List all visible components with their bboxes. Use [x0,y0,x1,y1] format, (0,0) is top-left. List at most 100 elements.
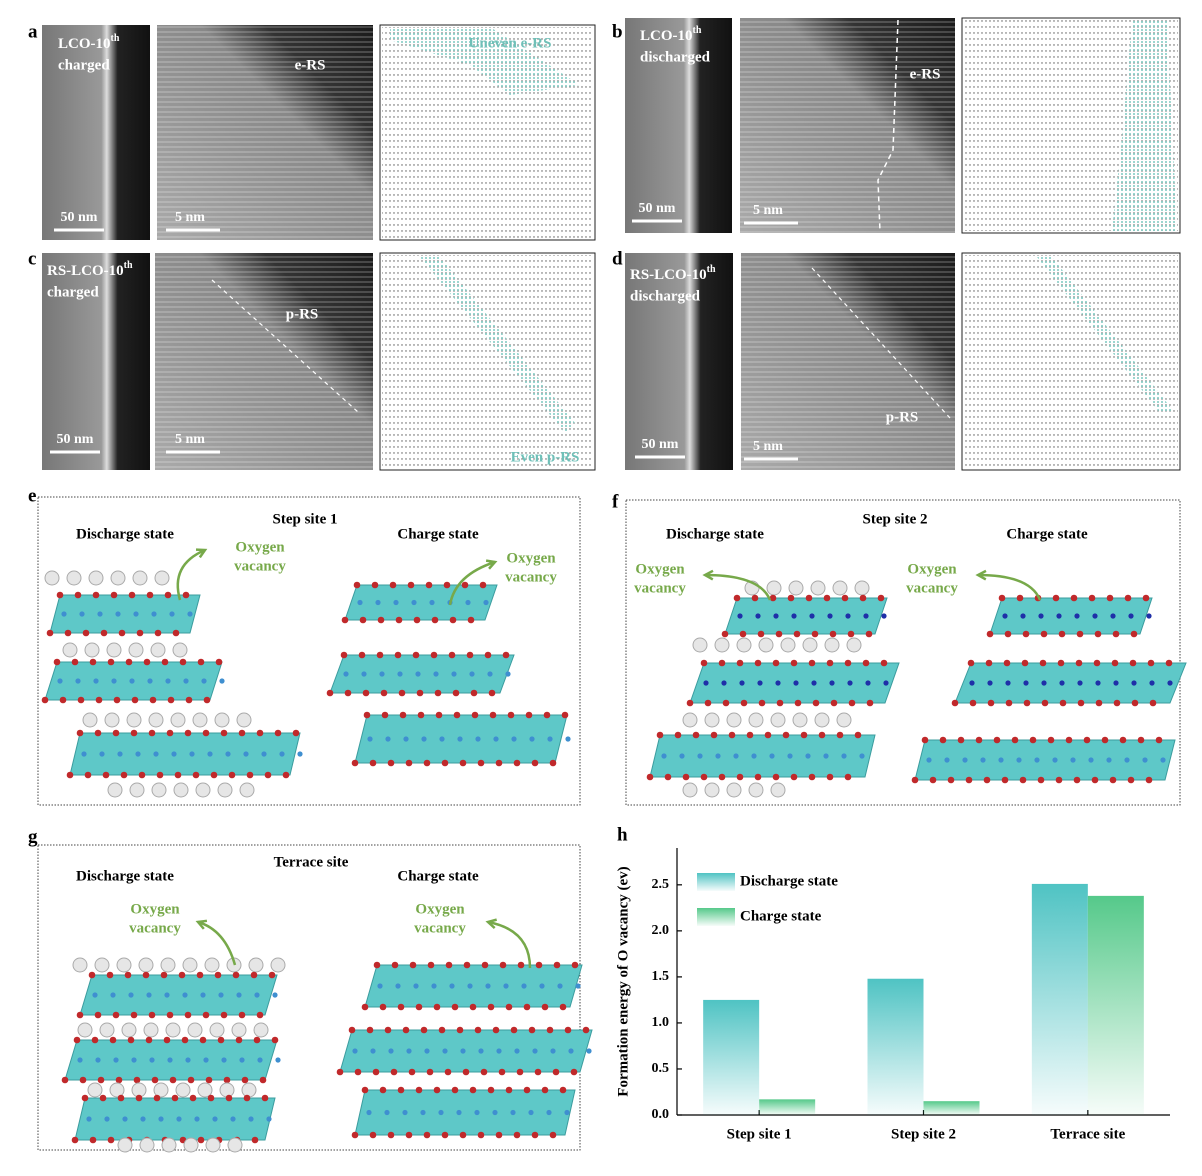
oxygen-atom [823,594,831,602]
cobalt-atom [411,599,417,606]
oxygen-atom [969,699,977,707]
oxygen-atom [91,1036,99,1044]
oxygen-atom [351,759,359,767]
cobalt-atom [739,680,745,686]
sample-state: discharged [630,288,701,304]
phase-label: p-RS [286,306,319,322]
vacancy-label: Oxygen [235,539,285,555]
cobalt-atom [1020,613,1026,619]
oxygen-atom [1088,594,1096,602]
lithium-atom [94,957,110,973]
oxygen-atom [561,711,569,719]
lithium-atom [148,712,164,728]
cobalt-atom [451,671,457,677]
cobalt-atom [149,1057,155,1063]
lithium-atom [682,782,698,798]
cobalt-atom [429,599,435,606]
cobalt-atom [586,1048,592,1054]
lithium-atom [110,570,126,586]
oxygen-atom [754,773,762,781]
oxygen-atom [492,1026,500,1034]
oxygen-atom [220,729,228,737]
oxygen-atom [372,1068,380,1076]
cobalt-atom [113,1057,119,1063]
oxygen-atom [469,1003,477,1011]
oxygen-atom [800,731,808,739]
lithium-atom [846,637,862,653]
octahedra-slab [914,739,1176,781]
scale-label: 5 nm [175,210,205,225]
oxygen-atom [1155,736,1163,744]
lithium-atom [231,1022,247,1038]
cobalt-atom [415,671,421,677]
cobalt-atom [546,1109,552,1116]
oxygen-atom [1127,776,1135,784]
oxygen-atom [174,771,182,779]
lithium-atom [736,637,752,653]
oxygen-atom [71,1136,79,1144]
cobalt-atom [483,599,489,606]
oxygen-atom [391,961,399,969]
oxygen-atom [758,699,766,707]
rock-salt-region [420,257,575,433]
oxygen-atom [102,771,110,779]
oxygen-atom [787,594,795,602]
cobalt-atom [200,992,206,998]
oxygen-atom [1029,736,1037,744]
lithium-atom [165,1022,181,1038]
oxygen-atom [541,1086,549,1094]
cobalt-atom [475,736,481,742]
oxygen-atom [133,1076,141,1084]
oxygen-atom [145,1036,153,1044]
lithium-atom [121,1022,137,1038]
oxygen-atom [510,1026,518,1034]
oxygen-atom [235,1036,243,1044]
octahedra-slab [344,584,498,621]
cobalt-atom [529,736,535,742]
cobalt-atom [661,753,667,759]
oxygen-atom [292,729,300,737]
oxygen-atom [113,696,121,704]
lithium-atom [748,782,764,798]
oxygen-atom [373,961,381,969]
oxygen-atom [448,651,456,659]
bar [759,1099,816,1115]
rock-salt-region [390,27,580,95]
cobalt-atom [823,753,829,759]
cobalt-atom [352,1048,358,1054]
oxygen-atom [441,759,449,767]
cobalt-atom [1056,613,1062,619]
oxygen-atom [998,594,1006,602]
cobalt-atom [1002,613,1008,619]
cobalt-atom [550,1048,556,1054]
oxygen-atom [1070,594,1078,602]
oxygen-atom [682,773,690,781]
oxygen-atom [160,971,168,979]
oxygen-atom [921,736,929,744]
oxygen-atom [148,1011,156,1019]
cobalt-atom [61,611,67,617]
oxygen-atom [149,696,157,704]
oxygen-atom [866,699,874,707]
oxygen-atom [559,1003,567,1011]
panel-frame [37,844,581,1151]
lithium-atom [182,957,198,973]
oxygen-atom [76,1011,84,1019]
lithium-atom [87,1082,103,1098]
oxygen-atom [156,771,164,779]
oxygen-atom [348,1026,356,1034]
oxygen-atom [790,773,798,781]
oxygen-atom [570,1068,578,1076]
cobalt-atom [185,1057,191,1063]
site-title: Terrace site [274,854,349,870]
oxygen-atom [459,759,467,767]
cobalt-atom [841,753,847,759]
oxygen-atom [1005,699,1013,707]
oxygen-atom [1147,659,1155,667]
oxygen-atom [363,711,371,719]
lithium-atom [66,570,82,586]
cobalt-atom [469,671,475,677]
lithium-atom [726,782,742,798]
octahedra-slab [79,974,278,1016]
oxygen-atom [196,971,204,979]
